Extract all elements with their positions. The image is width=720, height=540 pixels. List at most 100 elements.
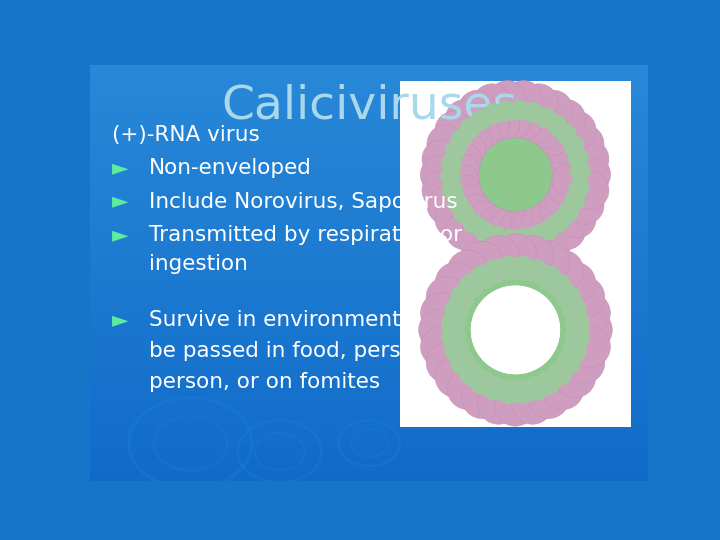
Text: ►: ► (112, 310, 129, 330)
Ellipse shape (454, 203, 474, 224)
Ellipse shape (513, 228, 534, 249)
Ellipse shape (459, 361, 484, 386)
Text: ingestion: ingestion (148, 254, 248, 274)
Text: Non-enveloped: Non-enveloped (148, 158, 312, 178)
Bar (90, 298, 648, 304)
Bar (90, 345, 648, 350)
Bar (90, 282, 648, 288)
Ellipse shape (554, 262, 595, 303)
Ellipse shape (500, 108, 531, 138)
Bar (90, 210, 648, 215)
Bar (90, 204, 648, 210)
Bar (90, 90, 648, 96)
Bar (90, 64, 648, 70)
Bar (90, 464, 648, 470)
Ellipse shape (429, 244, 602, 416)
Ellipse shape (462, 241, 503, 282)
Ellipse shape (528, 241, 570, 282)
Bar (90, 199, 648, 205)
Ellipse shape (455, 185, 486, 215)
Ellipse shape (571, 140, 609, 178)
Bar (90, 386, 648, 392)
Ellipse shape (523, 259, 549, 284)
Bar (90, 423, 648, 429)
Bar (90, 225, 648, 231)
Bar (90, 142, 648, 148)
Ellipse shape (462, 194, 492, 224)
Ellipse shape (549, 212, 570, 233)
Ellipse shape (496, 256, 521, 281)
Text: ►: ► (112, 158, 129, 178)
Ellipse shape (435, 200, 473, 238)
Ellipse shape (500, 211, 531, 241)
Ellipse shape (547, 361, 572, 386)
Ellipse shape (570, 161, 590, 181)
Ellipse shape (473, 228, 511, 266)
Ellipse shape (488, 231, 526, 269)
Bar (90, 392, 648, 397)
Bar (90, 126, 648, 132)
Ellipse shape (442, 179, 463, 200)
Ellipse shape (547, 274, 572, 299)
Ellipse shape (571, 171, 609, 209)
Bar (90, 75, 648, 80)
Ellipse shape (523, 102, 544, 123)
Ellipse shape (564, 190, 585, 211)
Ellipse shape (499, 228, 520, 249)
Text: Transmitted by respiration or: Transmitted by respiration or (148, 225, 462, 245)
Text: ►: ► (112, 192, 129, 212)
Ellipse shape (556, 350, 580, 375)
Ellipse shape (459, 274, 484, 299)
Ellipse shape (569, 178, 590, 198)
Ellipse shape (523, 376, 549, 401)
Bar (90, 215, 648, 221)
Ellipse shape (509, 100, 530, 121)
Ellipse shape (449, 165, 479, 195)
Ellipse shape (426, 276, 468, 318)
Bar (90, 454, 648, 460)
Bar (90, 188, 648, 195)
Ellipse shape (441, 310, 466, 335)
Ellipse shape (534, 221, 572, 259)
Bar (90, 220, 648, 226)
Bar (90, 412, 648, 418)
Bar (90, 402, 648, 408)
Ellipse shape (571, 309, 612, 350)
Ellipse shape (488, 80, 526, 118)
Bar (90, 178, 648, 184)
Ellipse shape (558, 202, 579, 222)
Ellipse shape (505, 231, 542, 269)
Ellipse shape (462, 213, 483, 234)
Bar (90, 324, 648, 330)
Ellipse shape (435, 111, 473, 149)
Ellipse shape (566, 125, 604, 163)
Bar (90, 381, 648, 387)
Ellipse shape (446, 99, 484, 137)
Bar (90, 137, 648, 143)
Ellipse shape (536, 265, 561, 290)
Bar (90, 469, 648, 475)
Ellipse shape (470, 265, 495, 290)
Ellipse shape (542, 250, 584, 292)
Ellipse shape (549, 176, 580, 206)
Ellipse shape (479, 207, 510, 237)
Bar (90, 287, 648, 294)
Ellipse shape (542, 368, 584, 410)
Ellipse shape (495, 385, 536, 426)
Ellipse shape (572, 156, 611, 193)
Bar (90, 95, 648, 101)
Bar (90, 417, 648, 423)
Bar (90, 303, 648, 309)
Ellipse shape (565, 310, 590, 335)
Bar (90, 459, 648, 465)
Bar (90, 69, 648, 75)
Bar (90, 256, 648, 262)
Ellipse shape (427, 186, 465, 224)
Bar (90, 340, 648, 346)
Text: person, or on fomites: person, or on fomites (148, 373, 379, 393)
Bar (90, 308, 648, 314)
Text: (+)-RNA virus: (+)-RNA virus (112, 125, 260, 145)
Ellipse shape (520, 228, 558, 266)
Ellipse shape (429, 89, 602, 260)
Bar (90, 105, 648, 112)
